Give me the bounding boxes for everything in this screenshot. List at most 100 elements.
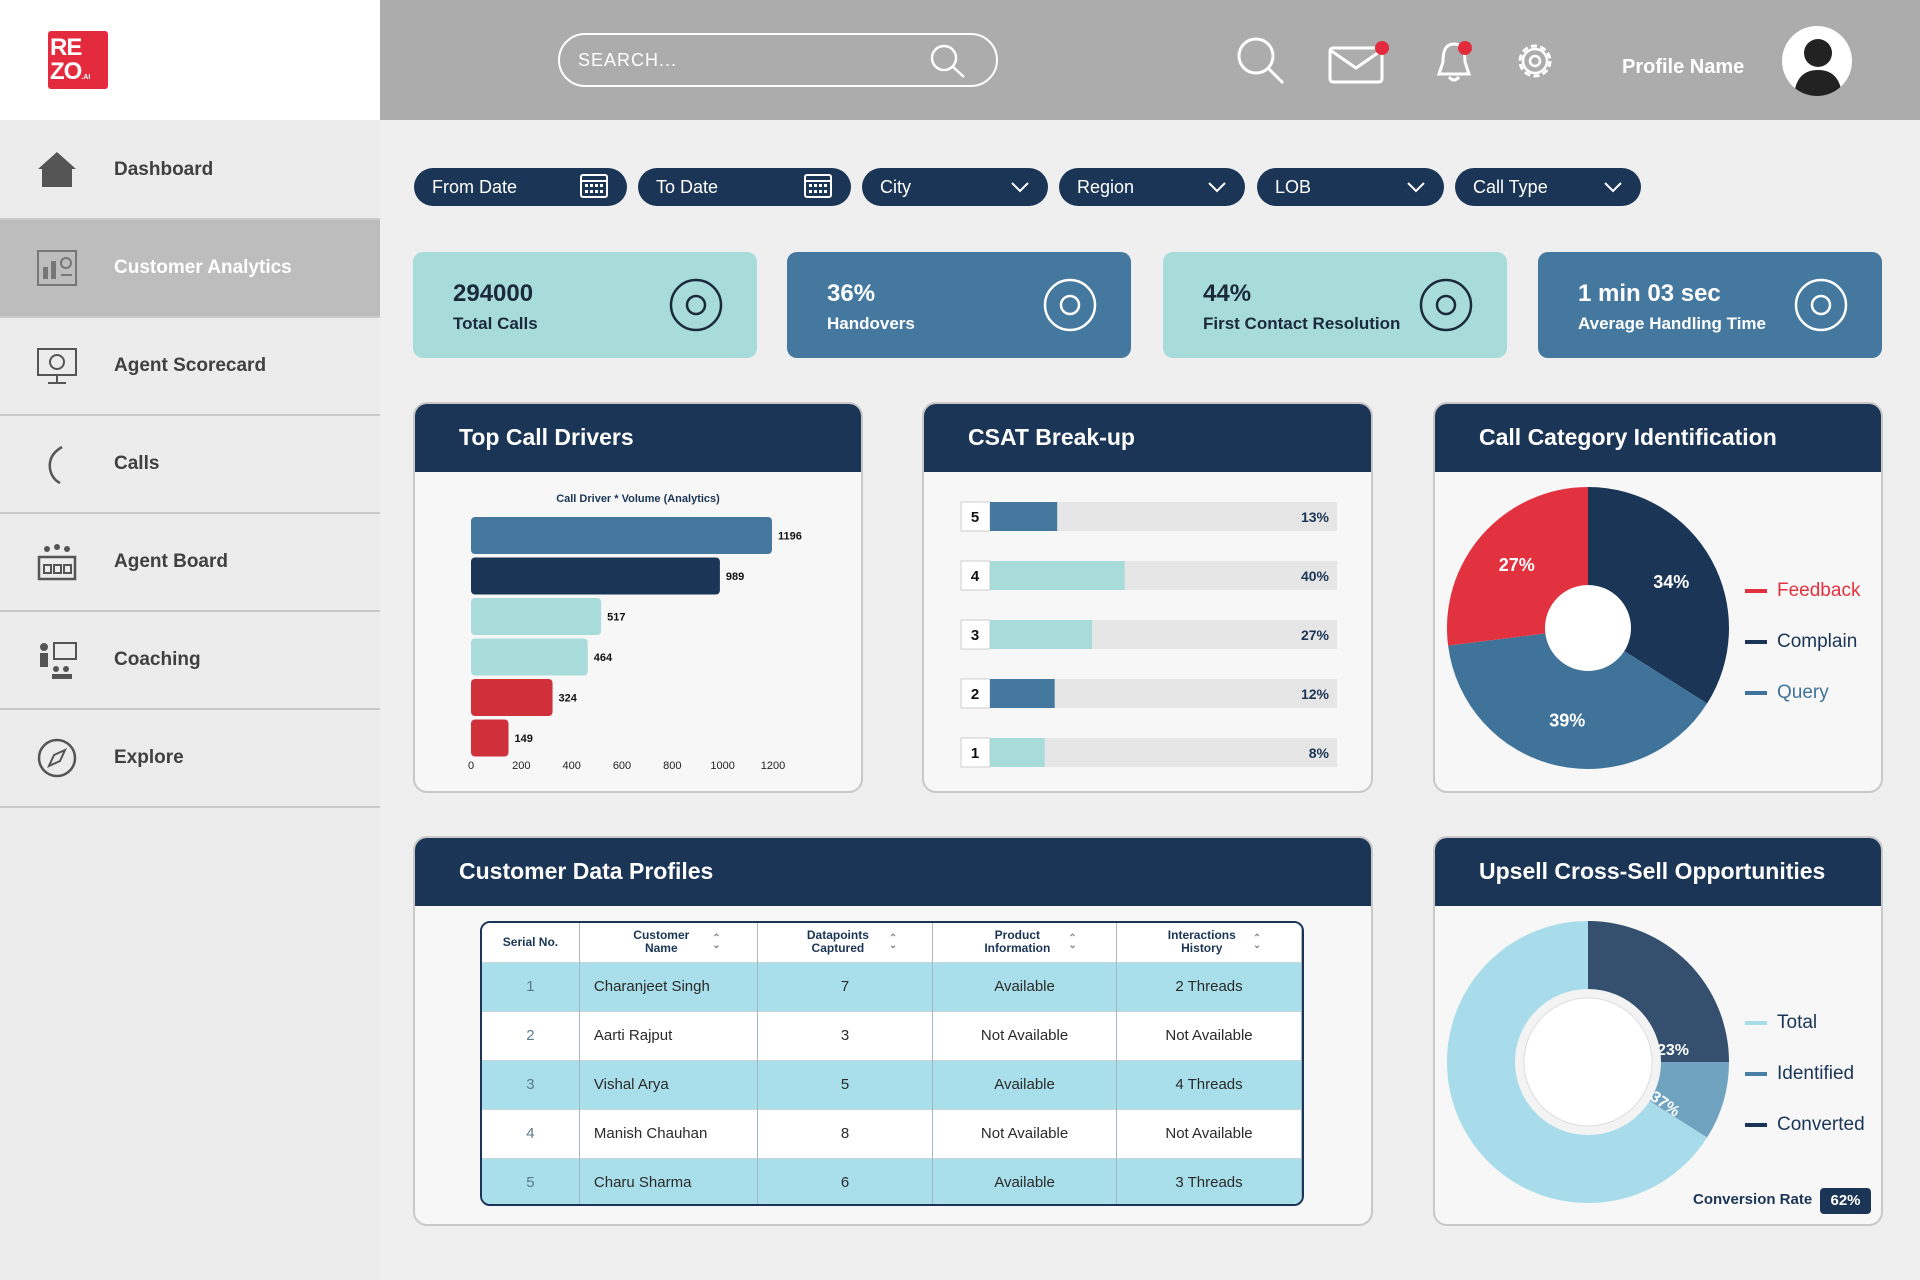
donut-hole <box>1523 997 1653 1127</box>
sidebar-item-agent-scorecard[interactable]: Agent Scorecard <box>0 318 380 416</box>
kpi-card-handovers[interactable]: 36% Handovers <box>787 252 1131 358</box>
table-cell: 3 <box>757 1010 934 1060</box>
filter-city[interactable]: City <box>862 168 1048 206</box>
bar[interactable] <box>471 679 553 716</box>
bar-value-label: 324 <box>559 693 578 705</box>
bar[interactable] <box>471 557 720 595</box>
analytics-icon <box>34 245 80 291</box>
table-cell: Manish Chauhan <box>579 1108 759 1158</box>
kpi-value: 1 min 03 sec <box>1578 280 1721 307</box>
rating-box <box>960 678 991 709</box>
filter-region[interactable]: Region <box>1059 168 1245 206</box>
table-row[interactable]: 2 Aarti Rajput 3 Not Available Not Available <box>482 1010 1302 1060</box>
sidebar <box>0 0 380 1280</box>
panel-title: Customer Data Profiles <box>415 838 1371 906</box>
column-header[interactable]: Product Information ⌃ ⌄ <box>932 923 1118 962</box>
filter-call-type[interactable]: Call Type <box>1455 168 1641 206</box>
kpi-card-average-handling-time[interactable]: 1 min 03 sec Average Handling Time <box>1538 252 1882 358</box>
gear-icon[interactable] <box>1512 38 1558 84</box>
filter-lob[interactable]: LOB <box>1257 168 1444 206</box>
sidebar-item-label: Agent Board <box>114 551 228 572</box>
search-icon[interactable] <box>928 42 968 80</box>
bell-badge <box>1458 41 1472 55</box>
table-cell: Not Available <box>1116 1108 1302 1158</box>
filter-to-date[interactable]: To Date <box>638 168 851 206</box>
customer-profiles-table: Serial No. Customer Name⌃ ⌄ Datapoints Capt… <box>480 921 1304 1206</box>
sidebar-item-calls[interactable]: Calls <box>0 416 380 514</box>
slice-label: 23% <box>1657 1042 1689 1059</box>
sidebar-item-customer-analytics[interactable]: Customer Analytics <box>0 220 380 318</box>
column-header[interactable]: Interactions History ⌃ ⌄ <box>1116 923 1302 962</box>
calendar-icon <box>579 171 609 204</box>
profile-name[interactable]: Profile Name <box>1622 56 1745 78</box>
bar[interactable] <box>990 561 1125 590</box>
x-tick-label: 1000 <box>710 760 734 772</box>
mail-icon[interactable] <box>1328 42 1388 84</box>
calendar-icon <box>803 171 833 204</box>
table-row[interactable]: 5 Charu Sharma 6 Available 3 Threads <box>482 1157 1302 1204</box>
bar[interactable] <box>471 719 509 757</box>
search-icon[interactable] <box>1236 36 1286 86</box>
logo-area: RE ZO.AI <box>0 0 380 120</box>
bar[interactable] <box>471 598 602 635</box>
table-cell: Not Available <box>932 1010 1118 1060</box>
phone-icon <box>34 441 80 487</box>
x-tick-label: 800 <box>663 760 681 772</box>
bar[interactable] <box>990 620 1093 649</box>
sort-icon[interactable]: ⌃ ⌄ <box>1068 933 1077 952</box>
legend-swatch <box>1745 690 1767 695</box>
filter-from-date[interactable]: From Date <box>414 168 627 206</box>
kpi-card-total-calls[interactable]: 294000 Total Calls <box>413 252 757 358</box>
sidebar-item-explore[interactable]: Explore <box>0 710 380 808</box>
scorecard-icon <box>34 343 80 389</box>
sort-icon[interactable]: ⌃ ⌄ <box>1252 933 1262 952</box>
sidebar-item-dashboard[interactable]: Dashboard <box>0 122 380 220</box>
slice-query[interactable] <box>1448 628 1708 769</box>
chart-title: Call Driver * Volume (Analytics) <box>556 493 720 505</box>
filter-label: From Date <box>432 176 518 197</box>
sidebar-item-agent-board[interactable]: Agent Board <box>0 514 380 612</box>
user-silhouette-icon <box>1794 39 1842 96</box>
legend-label: Converted <box>1777 1113 1865 1135</box>
table-row[interactable]: 3 Vishal Arya 5 Available 4 Threads <box>482 1059 1302 1109</box>
bar[interactable] <box>471 517 772 554</box>
conversion-rate-label: Conversion Rate <box>1693 1191 1813 1208</box>
search-input[interactable] <box>558 33 998 87</box>
avatar[interactable] <box>1782 26 1852 96</box>
bar-value-label: 40% <box>1301 568 1330 584</box>
kpi-label: Total Calls <box>453 314 538 333</box>
column-header-label: Customer Name <box>633 928 690 956</box>
table-row[interactable]: 1 Charanjeet Singh 7 Available 2 Threads <box>482 961 1302 1011</box>
table-cell: Aarti Rajput <box>579 1010 759 1060</box>
sidebar-item-coaching[interactable]: Coaching <box>0 612 380 710</box>
rating-label: 2 <box>971 686 979 703</box>
sidebar-item-label: Calls <box>114 453 160 474</box>
table-cell: 2 <box>482 1010 580 1060</box>
kpi-label: Average Handling Time <box>1578 314 1766 333</box>
legend-label: Total <box>1777 1011 1818 1033</box>
home-icon <box>34 147 80 193</box>
kpi-card-first-contact-resolution[interactable]: 44% First Contact Resolution <box>1163 252 1507 358</box>
column-header[interactable]: Customer Name ⌃ ⌄ <box>579 923 759 962</box>
hand-check-icon <box>1039 274 1101 341</box>
column-header-label: Interactions History <box>1167 928 1236 956</box>
bar[interactable] <box>990 679 1055 708</box>
table-cell: Charanjeet Singh <box>579 961 759 1011</box>
sort-icon[interactable]: ⌃ ⌄ <box>888 933 898 952</box>
legend-swatch <box>1745 639 1767 644</box>
x-tick-label: 0 <box>468 760 474 772</box>
sidebar-item-label: Agent Scorecard <box>114 355 267 376</box>
rezo-logo[interactable]: RE ZO.AI <box>48 31 108 89</box>
table-cell: 5 <box>757 1059 934 1109</box>
bar[interactable] <box>990 738 1045 767</box>
panel-title: CSAT Break-up <box>924 404 1371 472</box>
bar[interactable] <box>990 502 1058 531</box>
table-row[interactable]: 4 Manish Chauhan 8 Not Available Not Availab… <box>482 1108 1302 1158</box>
column-header[interactable]: Datapoints Captured ⌃ ⌄ <box>757 923 934 962</box>
filter-label: Call Type <box>1473 176 1548 197</box>
sidebar-item-label: Dashboard <box>114 159 214 180</box>
bar[interactable] <box>471 638 588 676</box>
sort-icon[interactable]: ⌃ ⌄ <box>712 933 721 952</box>
table-cell: Available <box>932 1157 1118 1204</box>
donut-hole <box>1545 585 1631 671</box>
